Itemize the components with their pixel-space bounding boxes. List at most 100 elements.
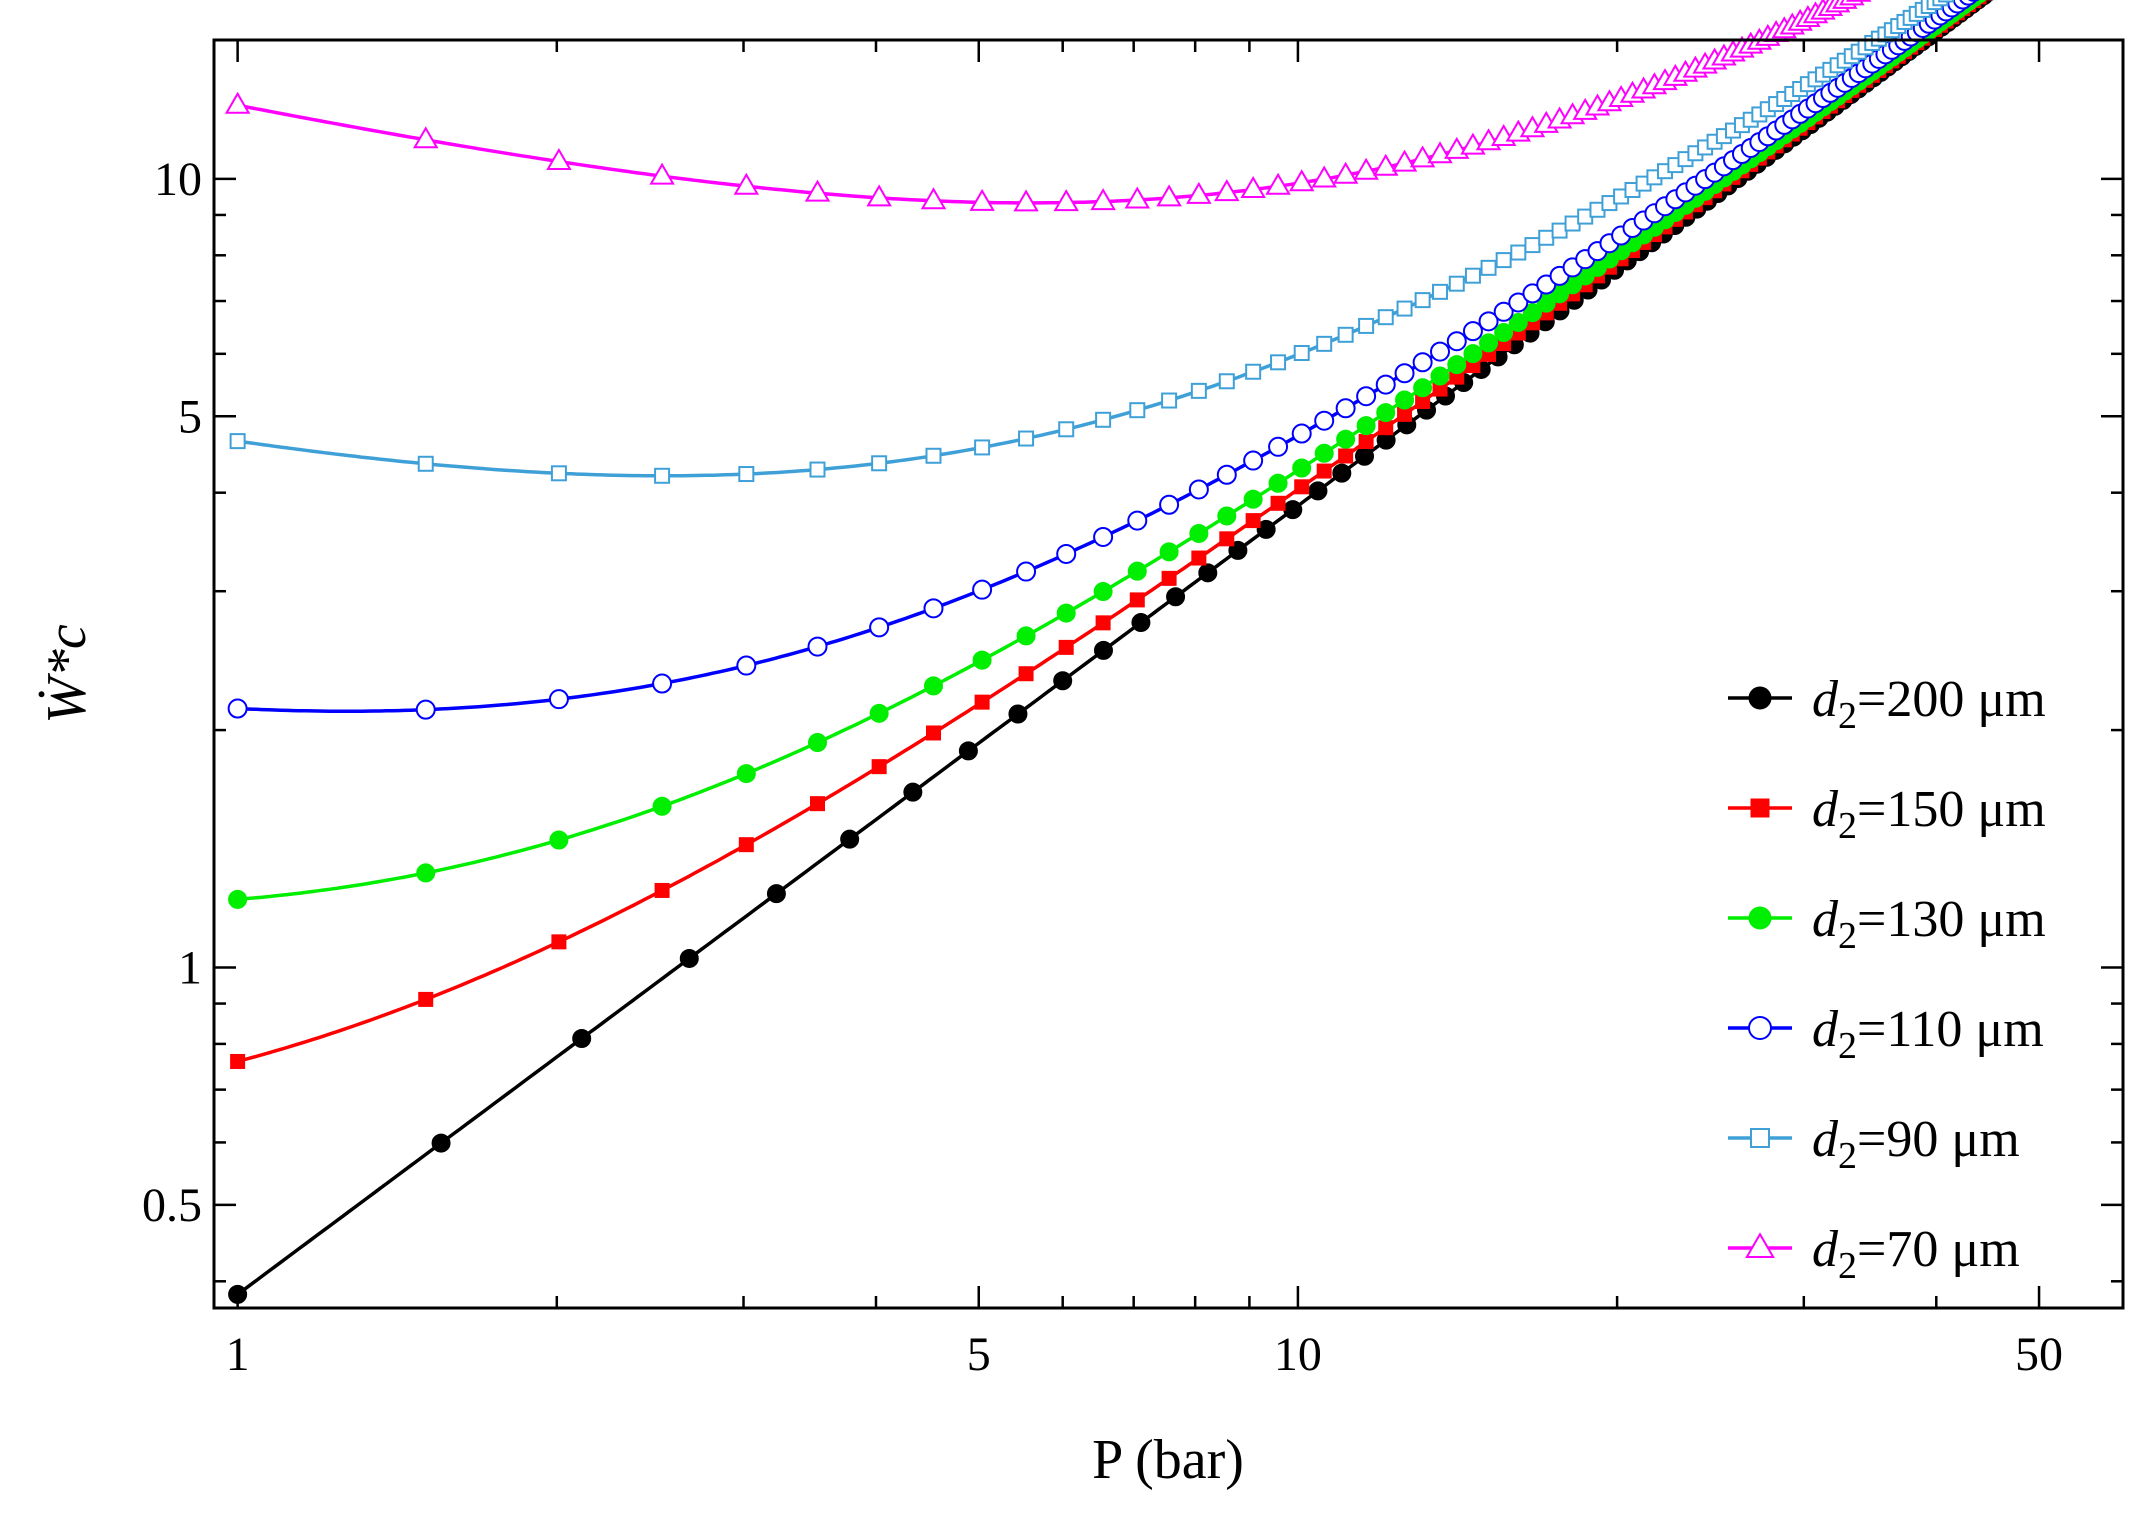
x-tick-label: 10 bbox=[1274, 1328, 1322, 1381]
data-point bbox=[1293, 425, 1311, 443]
data-point bbox=[872, 760, 886, 774]
data-point bbox=[1128, 562, 1146, 580]
data-point bbox=[1939, 0, 1953, 1]
data-point bbox=[1448, 332, 1466, 350]
data-point bbox=[1379, 310, 1393, 324]
data-point bbox=[1246, 365, 1260, 379]
data-point bbox=[1359, 435, 1373, 449]
data-point bbox=[1333, 464, 1351, 482]
y-tick-label: 0.5 bbox=[142, 1179, 202, 1232]
data-point bbox=[419, 992, 433, 1006]
data-point bbox=[1271, 355, 1285, 369]
data-point bbox=[973, 581, 991, 599]
data-point bbox=[1357, 387, 1375, 405]
data-point bbox=[1057, 604, 1075, 622]
data-point bbox=[870, 704, 888, 722]
data-point bbox=[1553, 224, 1567, 238]
data-point bbox=[1271, 496, 1285, 510]
data-point bbox=[1315, 412, 1333, 430]
data-point bbox=[1094, 641, 1112, 659]
data-point bbox=[680, 949, 698, 967]
data-point bbox=[1482, 261, 1496, 275]
data-point bbox=[959, 742, 977, 760]
data-point bbox=[1269, 438, 1287, 456]
data-point bbox=[1431, 343, 1449, 361]
data-point bbox=[1009, 705, 1027, 723]
data-point bbox=[1525, 238, 1539, 252]
svg-text:Ẇ*c: Ẇ*c bbox=[36, 624, 98, 724]
data-point bbox=[924, 599, 942, 617]
data-point bbox=[655, 469, 669, 483]
data-point bbox=[1295, 346, 1309, 360]
data-point bbox=[1396, 391, 1414, 409]
data-point bbox=[1019, 667, 1033, 681]
data-point bbox=[653, 675, 671, 693]
x-tick-label: 50 bbox=[2015, 1328, 2063, 1381]
data-point bbox=[1377, 376, 1395, 394]
legend-marker bbox=[1751, 1129, 1769, 1147]
data-point bbox=[1359, 319, 1373, 333]
data-point bbox=[739, 838, 753, 852]
data-point bbox=[1220, 374, 1234, 388]
data-point bbox=[229, 700, 247, 718]
data-point bbox=[1019, 432, 1033, 446]
data-point bbox=[552, 935, 566, 949]
data-point bbox=[1096, 616, 1110, 630]
data-point bbox=[1339, 328, 1353, 342]
data-point bbox=[1317, 337, 1331, 351]
data-point bbox=[737, 765, 755, 783]
data-point bbox=[739, 467, 753, 481]
data-point bbox=[1220, 532, 1234, 546]
data-point bbox=[1269, 474, 1287, 492]
data-point bbox=[1199, 564, 1217, 582]
data-point bbox=[870, 618, 888, 636]
data-point bbox=[1192, 551, 1206, 565]
data-point bbox=[1130, 593, 1144, 607]
data-point bbox=[1480, 334, 1498, 352]
data-point bbox=[1398, 302, 1412, 316]
y-tick-label: 10 bbox=[154, 153, 202, 206]
data-point bbox=[655, 883, 669, 897]
data-point bbox=[653, 797, 671, 815]
y-axis-label: Ẇ*c bbox=[36, 624, 98, 724]
data-point bbox=[811, 797, 825, 811]
y-tick-label: 1 bbox=[178, 941, 202, 994]
data-point bbox=[1244, 452, 1262, 470]
data-point bbox=[1128, 512, 1146, 530]
data-point bbox=[1246, 514, 1260, 528]
data-point bbox=[926, 726, 940, 740]
data-point bbox=[1433, 285, 1447, 299]
data-point bbox=[1218, 466, 1236, 484]
data-point bbox=[975, 695, 989, 709]
data-point bbox=[550, 690, 568, 708]
data-point bbox=[973, 651, 991, 669]
data-point bbox=[1190, 480, 1208, 498]
data-point bbox=[1162, 394, 1176, 408]
data-point bbox=[1309, 482, 1327, 500]
data-point bbox=[1054, 672, 1072, 690]
data-point bbox=[1190, 524, 1208, 542]
data-point bbox=[231, 434, 245, 448]
data-point bbox=[1160, 543, 1178, 561]
data-point bbox=[1414, 353, 1432, 371]
data-point bbox=[1466, 269, 1480, 283]
data-point bbox=[552, 466, 566, 480]
legend-marker bbox=[1751, 799, 1769, 817]
data-point bbox=[809, 734, 827, 752]
data-point bbox=[1295, 480, 1309, 494]
data-point bbox=[1396, 364, 1414, 382]
legend-marker bbox=[1749, 907, 1771, 929]
data-point bbox=[1377, 404, 1395, 422]
data-point bbox=[1448, 356, 1466, 374]
y-tick-label: 5 bbox=[178, 390, 202, 443]
data-point bbox=[573, 1029, 591, 1047]
data-point bbox=[924, 677, 942, 695]
legend-marker bbox=[1749, 687, 1771, 709]
data-point bbox=[809, 638, 827, 656]
data-point bbox=[1094, 583, 1112, 601]
data-point bbox=[1339, 449, 1353, 463]
data-point bbox=[1017, 627, 1035, 645]
data-point bbox=[1414, 379, 1432, 397]
data-point bbox=[229, 890, 247, 908]
